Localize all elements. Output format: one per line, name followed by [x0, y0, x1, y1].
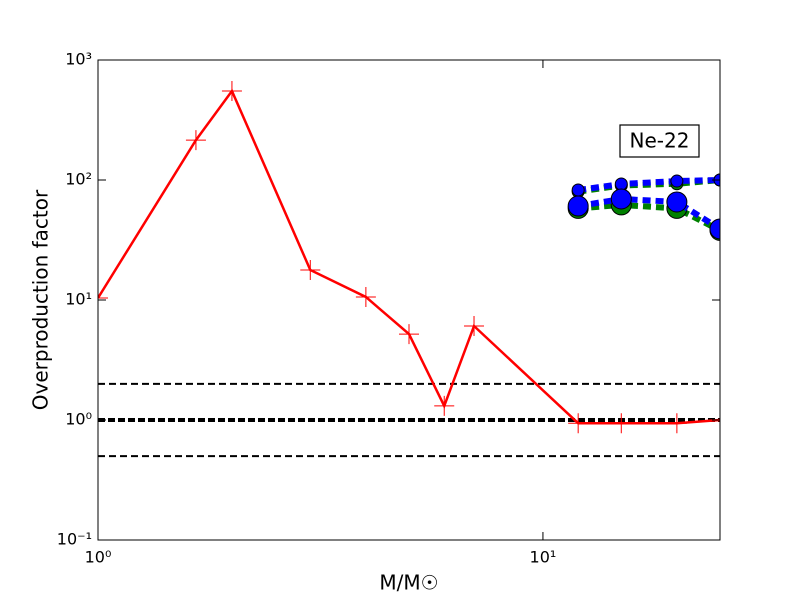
y-tick-label: 10¹	[65, 290, 92, 309]
series-line	[577, 195, 720, 232]
marker	[611, 413, 632, 434]
marker	[666, 191, 688, 213]
marker	[614, 177, 628, 191]
marker	[568, 413, 589, 434]
x-tick-label: 10⁰	[85, 548, 112, 567]
y-tick-label: 10⁰	[65, 410, 92, 429]
x-tick-label: 10¹	[530, 548, 557, 567]
marker	[355, 286, 376, 307]
annotation: Ne-22	[630, 129, 690, 153]
marker	[399, 324, 419, 345]
marker	[221, 80, 242, 101]
marker	[670, 174, 684, 188]
marker	[666, 413, 687, 434]
marker	[434, 395, 455, 416]
marker	[571, 183, 585, 197]
series-line	[577, 201, 720, 234]
y-tick-label: 10³	[65, 50, 92, 69]
marker	[610, 188, 632, 210]
annotation-box	[619, 124, 700, 158]
marker	[300, 259, 321, 280]
marker	[185, 130, 206, 151]
marker	[709, 218, 720, 240]
x-axis-label: M/M☉	[379, 571, 438, 595]
plot-area	[98, 80, 720, 458]
marker	[567, 195, 589, 217]
marker	[98, 287, 108, 308]
marker	[464, 316, 485, 337]
y-tick-label: 10²	[65, 170, 92, 189]
series-line	[577, 177, 720, 193]
y-tick-label: 10⁻¹	[57, 530, 92, 549]
y-axis-label: Overproduction factor	[29, 189, 53, 410]
